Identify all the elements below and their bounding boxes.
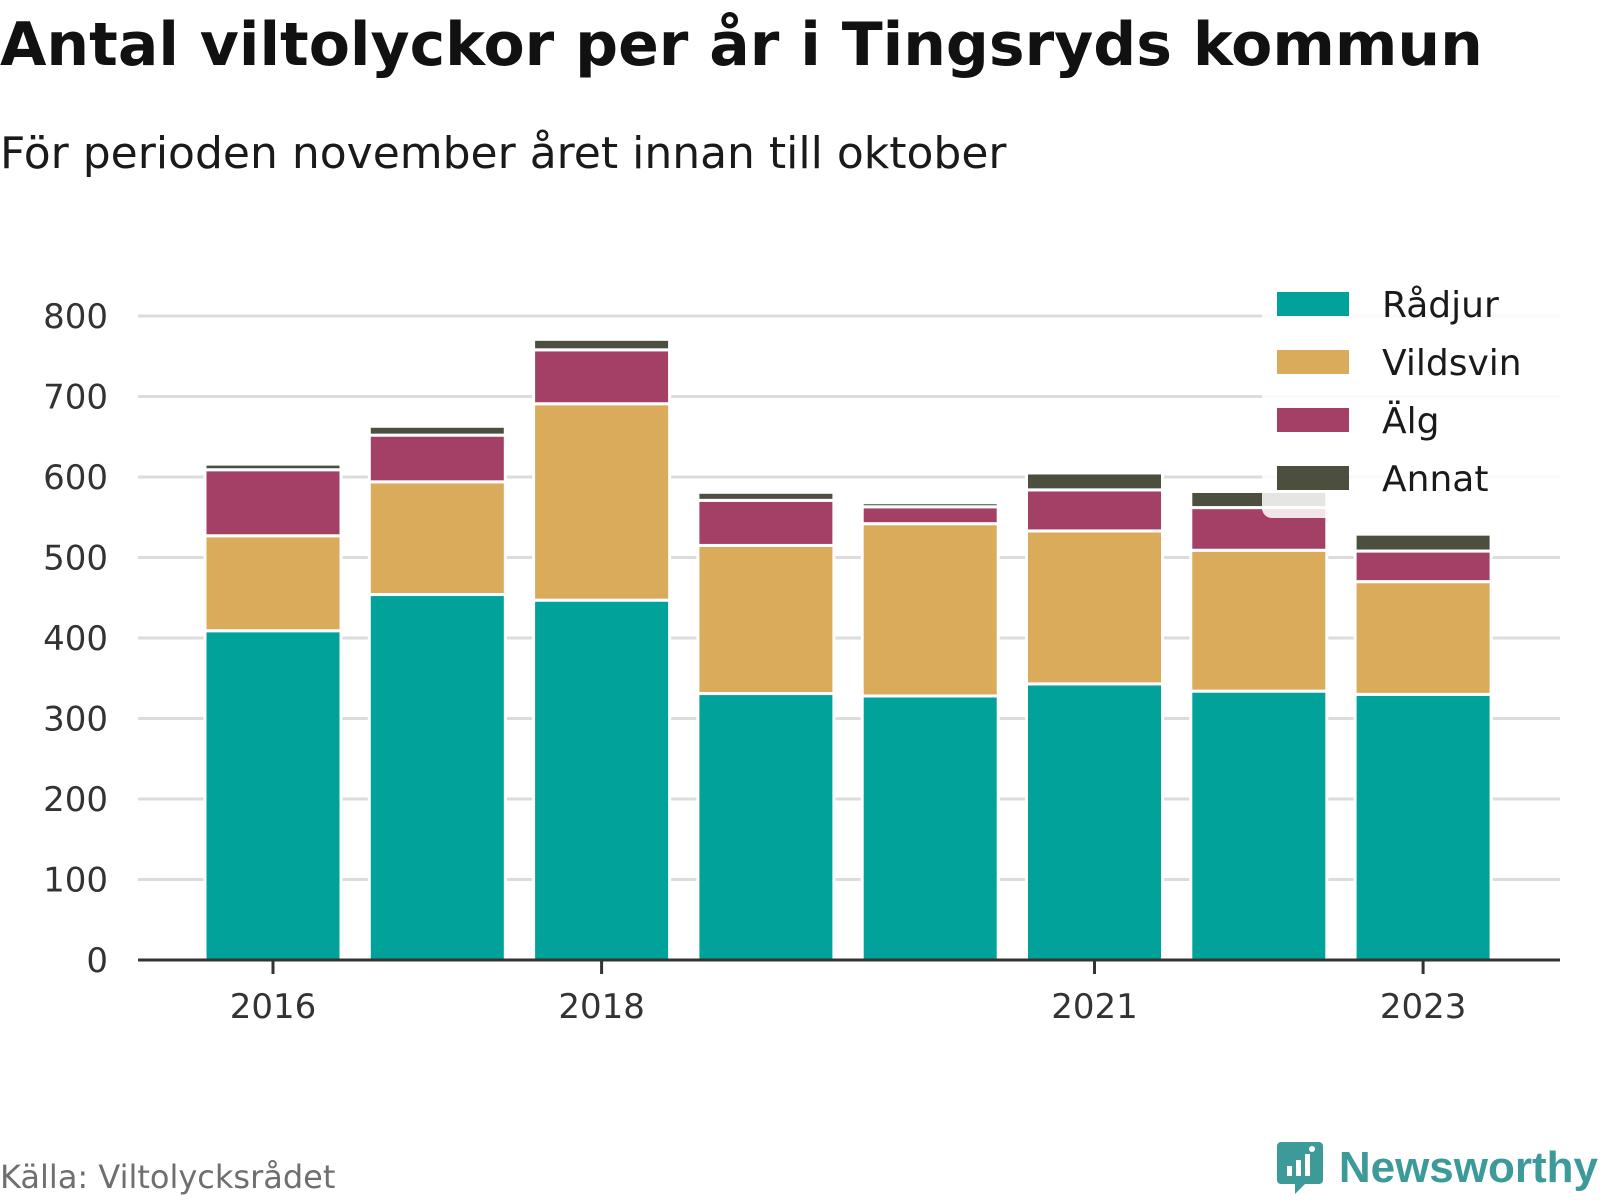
bar-segment-vildsvin [696, 543, 836, 696]
y-tick-label: 800 [43, 297, 108, 337]
bar-stack-2019 [696, 490, 836, 962]
newsworthy-logo-text: Newsworthy [1338, 1143, 1598, 1192]
x-tick-label: 2021 [1051, 987, 1138, 1027]
bar-segment-vildsvin [1189, 548, 1329, 693]
bar-segment-älg [1353, 549, 1493, 584]
legend-swatch-rådjur [1277, 292, 1349, 316]
bar-stack-2020 [860, 501, 1000, 962]
bar-stack-2017 [367, 424, 507, 962]
bar-segment-rådjur [1353, 692, 1493, 962]
bar-segment-vildsvin [367, 480, 507, 597]
source-note: Källa: Viltolycksrådet [0, 1158, 336, 1196]
bar-segment-rådjur [532, 598, 672, 962]
bar-segment-rådjur [1189, 689, 1329, 962]
bar-segment-älg [1025, 488, 1164, 533]
bar-stack-2018 [532, 337, 672, 962]
y-tick-label: 300 [43, 700, 108, 740]
bar-stack-2023 [1353, 532, 1493, 962]
x-axis: 2016 2018 2021 2023 [138, 958, 1560, 1027]
bar-segment-vildsvin [532, 402, 672, 602]
newsworthy-logo: Newsworthy [1275, 1140, 1598, 1196]
y-tick-label: 600 [43, 458, 108, 498]
bar-segment-vildsvin [203, 534, 343, 633]
legend-swatch-älg [1277, 408, 1349, 432]
bar-segment-rådjur [860, 694, 1000, 962]
bar-segment-vildsvin [860, 522, 1000, 698]
bar-segment-annat [203, 462, 343, 472]
y-tick-label: 0 [86, 941, 108, 981]
bar-segment-rådjur [203, 629, 343, 962]
bar-segment-annat [1025, 471, 1164, 492]
bar-segment-annat [367, 424, 507, 437]
bar-segment-vildsvin [1353, 580, 1493, 696]
legend-label: Vildsvin [1382, 343, 1522, 384]
bar-stack-2021 [1025, 471, 1164, 962]
y-tick-label: 500 [43, 539, 108, 579]
y-tick-label: 700 [43, 378, 108, 418]
bar-segment-rådjur [367, 593, 507, 962]
x-tick-label: 2023 [1380, 987, 1467, 1027]
y-tick-label: 400 [43, 619, 108, 659]
legend-swatch-vildsvin [1277, 350, 1349, 374]
bar-segment-älg [532, 348, 672, 406]
bars [203, 337, 1493, 962]
legend-swatch-annat [1277, 466, 1349, 490]
bar-segment-rådjur [696, 692, 836, 962]
bar-segment-älg [203, 468, 343, 538]
chart-subtitle: För perioden november året innan till ok… [0, 128, 1007, 179]
bar-segment-älg [367, 433, 507, 484]
y-tick-label: 200 [43, 780, 108, 820]
bar-stack-2016 [203, 462, 343, 962]
bar-segment-rådjur [1025, 682, 1164, 962]
bar-segment-vildsvin [1025, 529, 1164, 686]
chart-title: Antal viltolyckor per år i Tingsryds kom… [0, 10, 1483, 80]
bar-segment-annat [532, 337, 672, 352]
bar-segment-älg [860, 505, 1000, 526]
x-tick-label: 2018 [558, 987, 645, 1027]
bar-segment-annat [1353, 532, 1493, 553]
x-tick-label: 2016 [230, 987, 317, 1027]
legend-background [1262, 280, 1562, 518]
legend: Rådjur Vildsvin Älg Annat [1262, 280, 1562, 518]
bar-segment-älg [696, 498, 836, 547]
legend-label: Annat [1382, 459, 1488, 500]
bar-stack-2022 [1189, 489, 1329, 962]
newsworthy-logo-icon [1276, 1142, 1323, 1194]
y-axis-tick-labels: 0 100 200 300 400 500 600 700 800 [43, 297, 108, 981]
legend-label: Rådjur [1382, 285, 1499, 326]
bar-segment-annat [860, 501, 1000, 509]
legend-label: Älg [1382, 400, 1439, 442]
y-tick-label: 100 [43, 861, 108, 901]
bar-segment-annat [696, 490, 836, 502]
